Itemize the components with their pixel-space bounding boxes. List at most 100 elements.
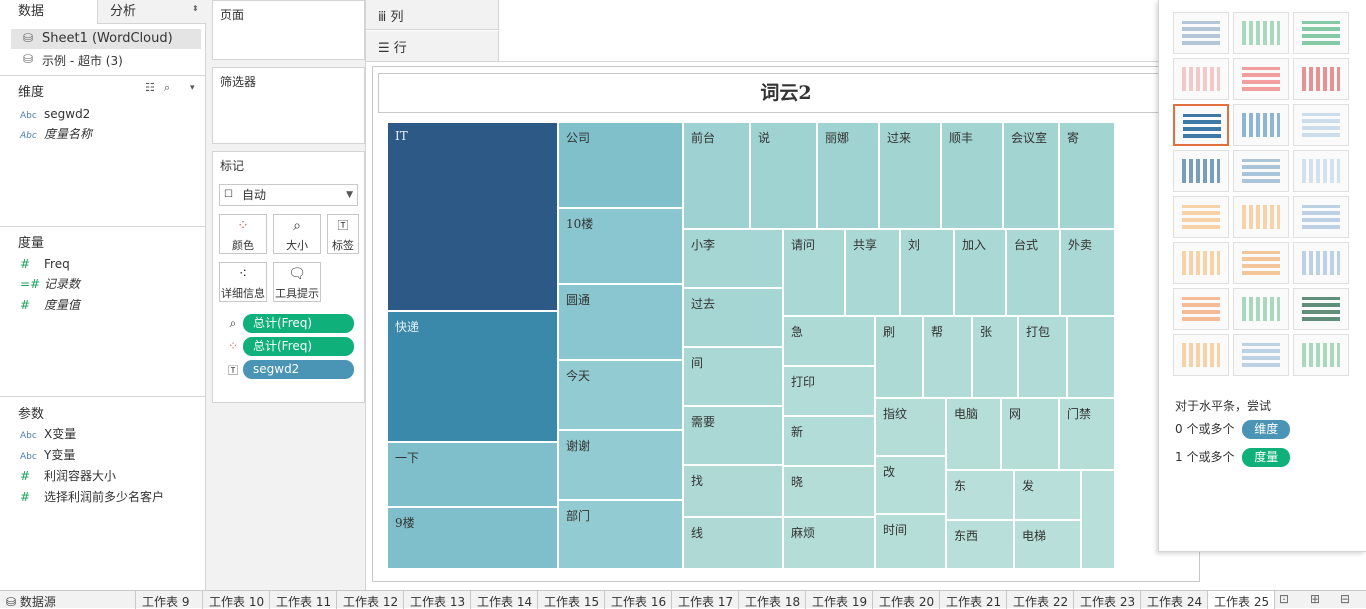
area-discrete-thumbnail[interactable] [1233,242,1289,284]
sheet-tab[interactable]: 工作表 24 [1141,591,1208,609]
tab-scroll-icon[interactable]: ⬍ [192,4,199,13]
treemap-cell[interactable]: 顺丰 [941,122,1003,229]
treemap-cell[interactable]: 打包 [1018,316,1067,398]
sheet-tab[interactable]: 工作表 11 [270,591,337,609]
treemap-cell[interactable]: 刷 [875,316,923,398]
treemap-cell[interactable]: 刘 [900,229,954,316]
pie-chart-thumbnail[interactable] [1293,58,1349,100]
treemap-cell[interactable]: 过来 [879,122,941,229]
datasource-selected[interactable]: ⛁ Sheet1 (WordCloud) [11,29,201,49]
new-dashboard-icon[interactable]: ⊞ [1310,592,1321,606]
tab-analysis[interactable]: 分析 [98,0,206,24]
histogram-thumbnail[interactable] [1233,288,1289,330]
filters-card[interactable]: 筛选器 [212,67,365,144]
packed-bubbles-thumbnail[interactable] [1293,334,1349,376]
treemap-cell[interactable]: 谢谢 [558,430,683,500]
treemap-thumbnail[interactable] [1173,150,1229,192]
new-story-icon[interactable]: ⊟ [1340,592,1351,606]
sheet-tab[interactable]: 工作表 21 [940,591,1007,609]
side-by-side-bar-thumbnail[interactable] [1293,104,1349,146]
treemap-cell[interactable]: IT [387,122,558,311]
sheet-tab[interactable]: 工作表 23 [1074,591,1141,609]
dimension-field-measure-names[interactable]: Abc 度量名称 [20,124,92,144]
parameter-top-customers[interactable]: # 选择利润前多少名客户 [20,487,164,507]
sheet-tab[interactable]: 工作表 10 [203,591,270,609]
treemap-cell[interactable]: 网 [1001,398,1059,470]
parameter-x[interactable]: Abc X变量 [20,424,76,444]
treemap-cell[interactable]: 时间 [875,514,946,569]
treemap-cell[interactable]: 会议室 [1003,122,1059,229]
sheet-tab[interactable]: 工作表 16 [605,591,672,609]
detail-button[interactable]: ⁖ 详细信息 [219,262,267,302]
treemap-cell[interactable]: 公司 [558,122,683,208]
treemap-cell[interactable]: 麻烦 [783,517,875,569]
treemap-cell[interactable]: 新 [783,416,875,466]
chevron-down-icon[interactable]: ▾ [190,83,195,93]
dual-combination-thumbnail[interactable] [1293,242,1349,284]
sheet-tab[interactable]: 工作表 12 [337,591,404,609]
pages-card[interactable]: 页面 [212,0,365,60]
treemap-cell[interactable]: 9楼 [387,507,558,569]
treemap-cell[interactable]: 门禁 [1059,398,1115,470]
symbol-map-thumbnail[interactable] [1173,58,1229,100]
treemap-cell[interactable]: 加入 [954,229,1006,316]
datasource-tab[interactable]: ⛁ 数据源 [0,591,136,609]
measure-field-record-count[interactable]: =# 记录数 [20,274,80,294]
treemap-cell[interactable]: 间 [683,347,783,406]
sheet-tab[interactable]: 工作表 9 [136,591,203,609]
treemap-cell[interactable]: 部门 [558,500,683,569]
sheet-tab[interactable]: 工作表 18 [739,591,806,609]
measure-field-measure-values[interactable]: # 度量值 [20,295,80,315]
treemap-cell[interactable]: 改 [875,456,946,514]
sheet-tab[interactable]: 工作表 20 [873,591,940,609]
measure-field-freq[interactable]: # Freq [20,254,70,274]
sheet-tab[interactable]: 工作表 19 [806,591,873,609]
viz-canvas[interactable]: 词云2 IT 快递 一下 9楼 公司 10楼 圆通 今天 谢谢 部门 前台 说 丽娜 过来 顺丰 会议室 寄小李… [372,66,1200,582]
tab-data[interactable]: 数据 [0,0,98,24]
treemap-cell[interactable]: 急 [783,316,875,366]
treemap-cell[interactable]: 找 [683,465,783,517]
scatter-plot-thumbnail[interactable] [1173,288,1229,330]
search-icon[interactable]: ⌕ [164,81,171,94]
heat-map-thumbnail[interactable] [1233,12,1289,54]
viz-title[interactable]: 词云2 [378,73,1194,113]
treemap-cell[interactable]: 东 [946,470,1014,520]
treemap-cell[interactable]: 电脑 [946,398,1001,470]
label-pill[interactable]: segwd2 [243,360,354,379]
color-button[interactable]: ⁘ 颜色 [219,214,267,254]
treemap-cell[interactable]: 线 [683,517,783,569]
stacked-bar-thumbnail[interactable] [1233,104,1289,146]
treemap-cell[interactable]: 快递 [387,311,558,442]
datasource-item[interactable]: ⛁ 示例 - 超市 (3) [11,50,201,70]
treemap-cell[interactable]: 共享 [845,229,900,316]
parameter-profit-bin[interactable]: # 利润容器大小 [20,466,116,486]
treemap-cell[interactable]: 丽娜 [817,122,879,229]
treemap-cell[interactable]: 打印 [783,366,875,416]
treemap-cell[interactable]: 过去 [683,288,783,347]
size-button[interactable]: ⌕ 大小 [273,214,321,254]
label-button[interactable]: 🅃 标签 [327,214,359,254]
box-whisker-thumbnail[interactable] [1293,288,1349,330]
sheet-tab[interactable]: 工作表 14 [471,591,538,609]
filled-map-thumbnail[interactable] [1233,58,1289,100]
treemap-cell[interactable]: 张 [972,316,1018,398]
treemap-cell[interactable] [1067,316,1115,398]
bullet-graph-thumbnail[interactable] [1233,334,1289,376]
lines-continuous-thumbnail[interactable] [1173,196,1229,238]
new-worksheet-icon[interactable]: ⊡ [1279,592,1290,606]
gantt-chart-thumbnail[interactable] [1173,334,1229,376]
horizontal-bar-thumbnail[interactable] [1173,104,1229,146]
treemap-cell[interactable]: 帮 [923,316,972,398]
treemap-cell[interactable]: 前台 [683,122,750,229]
treemap-cell[interactable]: 10楼 [558,208,683,284]
treemap-cell[interactable]: 外卖 [1060,229,1115,316]
treemap-cell[interactable]: 东西 [946,520,1014,569]
circle-view-thumbnail[interactable] [1233,150,1289,192]
treemap-cell[interactable]: 发 [1014,470,1081,520]
area-continuous-thumbnail[interactable] [1173,242,1229,284]
treemap-cell[interactable]: 台式 [1006,229,1060,316]
parameter-y[interactable]: Abc Y变量 [20,445,75,465]
dimension-field-segwd2[interactable]: Abc segwd2 [20,104,90,124]
treemap-cell[interactable] [1081,470,1115,569]
treemap-cell[interactable]: 晓 [783,466,875,517]
